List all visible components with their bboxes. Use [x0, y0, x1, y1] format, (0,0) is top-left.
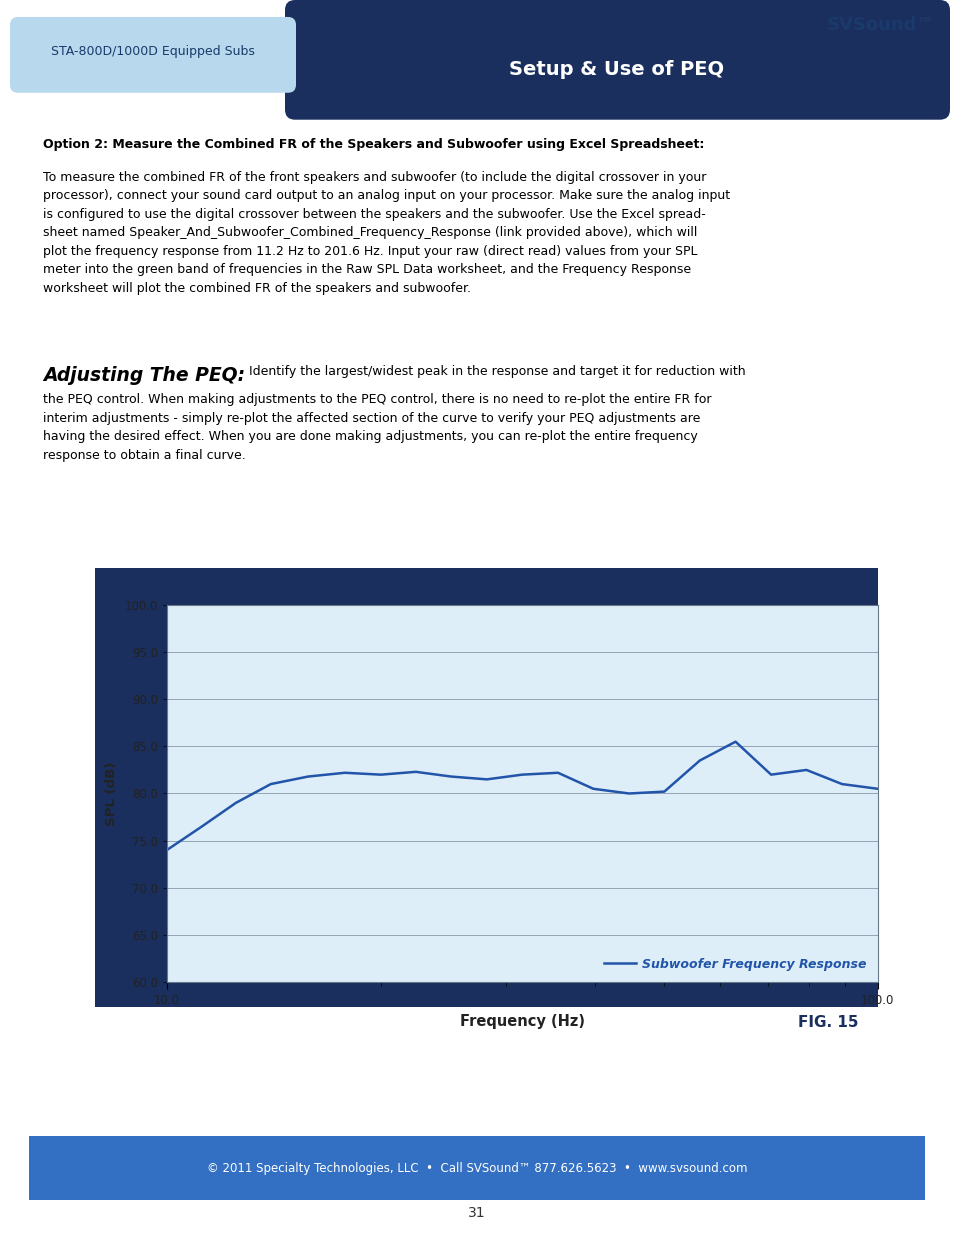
Subwoofer Frequency Response	[587, 782, 598, 797]
Text: To measure the combined FR of the front speakers and subwoofer (to include the d: To measure the combined FR of the front …	[43, 170, 729, 295]
Subwoofer Frequency Response	[836, 777, 847, 792]
Bar	[294, 0, 939, 49]
Text: In-Room Frequency Response - Subwoofer Only: In-Room Frequency Response - Subwoofer O…	[337, 645, 635, 658]
Subwoofer Frequency Response	[339, 766, 351, 781]
Text: Identify the largest/widest peak in the response and target it for reduction wit: Identify the largest/widest peak in the …	[240, 364, 744, 378]
FancyBboxPatch shape	[285, 0, 949, 120]
Subwoofer Frequency Response	[230, 795, 241, 810]
Subwoofer Frequency Response	[161, 842, 172, 857]
Text: Adjusting The PEQ:: Adjusting The PEQ:	[43, 366, 245, 385]
Subwoofer Frequency Response	[445, 769, 456, 784]
Subwoofer Frequency Response	[694, 753, 705, 768]
Text: SVSound™: SVSound™	[825, 16, 934, 33]
Text: the PEQ control. When making adjustments to the PEQ control, there is no need to: the PEQ control. When making adjustments…	[43, 393, 711, 462]
Legend: Subwoofer Frequency Response: Subwoofer Frequency Response	[598, 952, 870, 976]
Subwoofer Frequency Response	[729, 735, 740, 750]
Text: © 2011 Specialty Technologies, LLC  •  Call SVSound™ 877.626.5623  •  www.svsoun: © 2011 Specialty Technologies, LLC • Cal…	[207, 1162, 746, 1174]
Subwoofer Frequency Response	[480, 772, 492, 787]
Subwoofer Frequency Response	[552, 766, 563, 781]
Text: Setup & Use of PEQ: Setup & Use of PEQ	[509, 61, 723, 79]
Subwoofer Frequency Response	[375, 767, 386, 782]
Subwoofer Frequency Response	[410, 764, 421, 779]
Subwoofer Frequency Response	[800, 762, 811, 777]
FancyBboxPatch shape	[0, 1132, 953, 1204]
Text: Option 2: Measure the Combined FR of the Speakers and Subwoofer using Excel Spre: Option 2: Measure the Combined FR of the…	[43, 138, 703, 151]
Text: FIG. 15: FIG. 15	[798, 1015, 858, 1030]
X-axis label: Frequency (Hz): Frequency (Hz)	[459, 1014, 584, 1029]
Subwoofer Frequency Response	[622, 785, 634, 800]
Subwoofer Frequency Response	[196, 819, 208, 834]
Subwoofer Frequency Response	[764, 767, 776, 782]
Text: 31: 31	[468, 1207, 485, 1220]
FancyBboxPatch shape	[10, 17, 295, 93]
Subwoofer Frequency Response	[871, 782, 882, 797]
Line: Subwoofer Frequency Response: Subwoofer Frequency Response	[167, 742, 877, 850]
Text: (Copyright SV Sound 2010): (Copyright SV Sound 2010)	[607, 609, 742, 619]
Subwoofer Frequency Response	[658, 784, 669, 799]
Subwoofer Frequency Response	[265, 777, 276, 792]
FancyBboxPatch shape	[80, 559, 892, 1015]
Text: STA-800D/1000D Equipped Subs: STA-800D/1000D Equipped Subs	[51, 46, 254, 58]
Subwoofer Frequency Response	[516, 767, 527, 782]
Y-axis label: SPL (dB): SPL (dB)	[105, 761, 117, 826]
Text: SV Sound, LLC: SV Sound, LLC	[414, 605, 558, 624]
Subwoofer Frequency Response	[302, 769, 314, 784]
